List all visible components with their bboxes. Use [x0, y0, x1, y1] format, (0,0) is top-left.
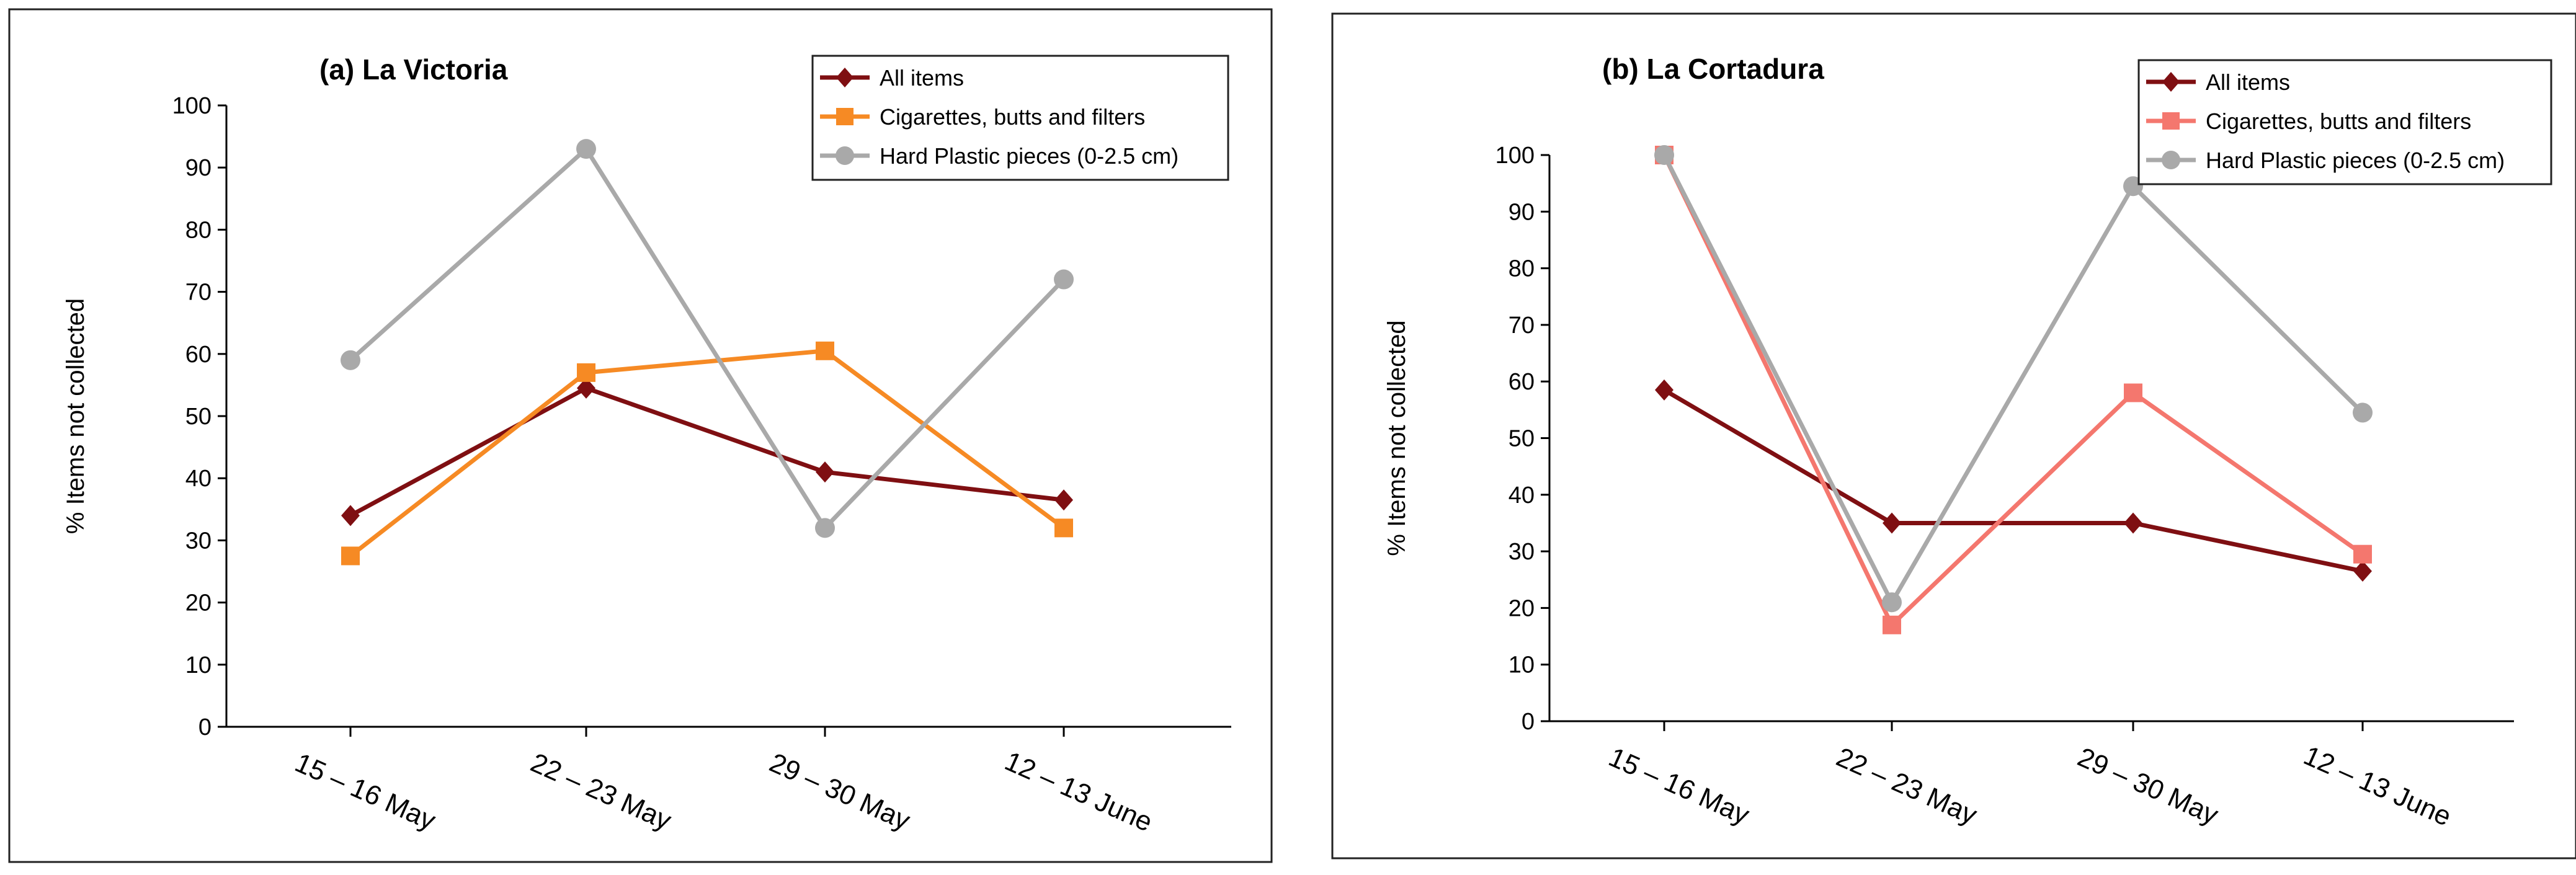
data-point-hard-plastic-pieces-0-2-5-cm: [341, 350, 360, 370]
legend-label: Cigarettes, butts and filters: [2206, 109, 2471, 134]
y-tick-label: 80: [1509, 256, 1535, 282]
x-tick-label: 15 – 16 May: [290, 747, 440, 836]
data-point-hard-plastic-pieces-0-2-5-cm: [1654, 145, 1674, 165]
data-point-cigarettes-butts-and-filters: [1883, 615, 1901, 634]
series-line-all-items: [349, 386, 1064, 518]
y-tick-label: 10: [1509, 652, 1535, 678]
x-tick-label: 22 – 23 May: [526, 747, 675, 836]
data-point-hard-plastic-pieces-0-2-5-cm: [576, 139, 596, 159]
y-tick-label: 70: [185, 280, 212, 306]
data-point-cigarettes-butts-and-filters: [2124, 383, 2142, 402]
series-line-hard-plastic-pieces-0-2-5-cm: [1662, 154, 2364, 605]
series-line-cigarettes-butts-and-filters: [1662, 154, 2364, 628]
chart-frame: [1331, 12, 2576, 859]
chart-panel-la-victoria: (a) La Victoria % Items not collected 0 10 2…: [8, 8, 1273, 863]
x-tick-label: 12 – 13 June: [2299, 740, 2456, 832]
data-point-all-items: [577, 377, 595, 399]
y-tick-label: 100: [172, 93, 212, 119]
x-tick-label: 22 – 23 May: [1832, 742, 1981, 830]
y-tick-label: 30: [1509, 539, 1535, 565]
data-point-cigarettes-butts-and-filters: [1054, 518, 1073, 538]
legend-marker: [2162, 72, 2180, 92]
y-tick-label: 80: [185, 217, 212, 243]
chart-frame: [8, 8, 1273, 863]
legend-label: All items: [2206, 69, 2290, 95]
y-tick-label: 50: [185, 404, 212, 430]
data-point-cigarettes-butts-and-filters: [2353, 544, 2372, 564]
y-tick-label: 90: [185, 155, 212, 181]
data-point-all-items: [341, 505, 360, 526]
data-point-cigarettes-butts-and-filters: [577, 363, 595, 382]
data-point-all-items: [1655, 379, 1674, 401]
y-tick-label: 20: [1509, 595, 1535, 621]
x-tick-label: 29 – 30 May: [2073, 742, 2222, 830]
y-tick-label: 10: [185, 652, 212, 678]
y-tick-label: 40: [1509, 482, 1535, 509]
series-line-all-items: [1663, 388, 2363, 574]
data-point-all-items: [2124, 512, 2142, 534]
legend-marker: [836, 68, 853, 87]
y-tick-label: 60: [1509, 369, 1535, 395]
data-point-cigarettes-butts-and-filters: [341, 546, 360, 566]
y-tick-label: 70: [1509, 313, 1535, 339]
y-tick-label: 0: [1522, 709, 1535, 735]
data-point-hard-plastic-pieces-0-2-5-cm: [1882, 592, 1902, 613]
legend-label: All items: [880, 65, 964, 91]
y-tick-label: 30: [185, 528, 212, 554]
legend-marker: [836, 108, 853, 125]
data-point-all-items: [2353, 561, 2372, 582]
y-tick-label: 40: [185, 466, 212, 492]
x-tick-label: 15 – 16 May: [1604, 742, 1754, 830]
y-tick-label: 100: [1495, 143, 1535, 169]
legend-label: Hard Plastic pieces (0-2.5 cm): [2206, 148, 2505, 173]
legend-marker: [2162, 151, 2180, 169]
x-tick-label: 12 – 13 June: [1001, 746, 1157, 838]
legend-marker: [2162, 112, 2180, 130]
y-tick-label: 50: [1509, 426, 1535, 452]
data-point-all-items: [1883, 512, 1901, 534]
legend-label: Cigarettes, butts and filters: [880, 104, 1145, 130]
chart-la-cortadura: (b) La Cortadura % Items not collected 0 10…: [1331, 12, 2576, 859]
legend-label: Hard Plastic pieces (0-2.5 cm): [880, 143, 1179, 169]
data-point-all-items: [816, 461, 834, 483]
data-point-hard-plastic-pieces-0-2-5-cm: [1054, 269, 1074, 290]
chart-panel-la-cortadura: (b) La Cortadura % Items not collected 0 10…: [1286, 0, 2576, 875]
chart-title: (a) La Victoria: [319, 53, 508, 86]
series-line-hard-plastic-pieces-0-2-5-cm: [349, 146, 1066, 530]
y-tick-label: 90: [1509, 199, 1535, 225]
legend-box: [811, 55, 1229, 181]
data-point-cigarettes-butts-and-filters: [816, 341, 834, 360]
legend-marker: [836, 146, 854, 165]
y-axis-label: % Items not collected: [62, 298, 89, 534]
y-axis-label: % Items not collected: [1383, 320, 1411, 556]
chart-la-victoria: (a) La Victoria % Items not collected 0 10 2…: [8, 8, 1273, 863]
data-point-all-items: [1054, 489, 1073, 511]
legend-box: [2137, 59, 2552, 185]
data-point-hard-plastic-pieces-0-2-5-cm: [2353, 402, 2373, 423]
y-tick-label: 0: [198, 714, 212, 740]
y-tick-label: 20: [185, 590, 212, 616]
x-tick-label: 29 – 30 May: [765, 747, 914, 836]
data-point-hard-plastic-pieces-0-2-5-cm: [815, 518, 835, 538]
y-tick-label: 60: [185, 342, 212, 368]
series-line-cigarettes-butts-and-filters: [349, 349, 1066, 558]
chart-title: (b) La Cortadura: [1602, 53, 1824, 85]
